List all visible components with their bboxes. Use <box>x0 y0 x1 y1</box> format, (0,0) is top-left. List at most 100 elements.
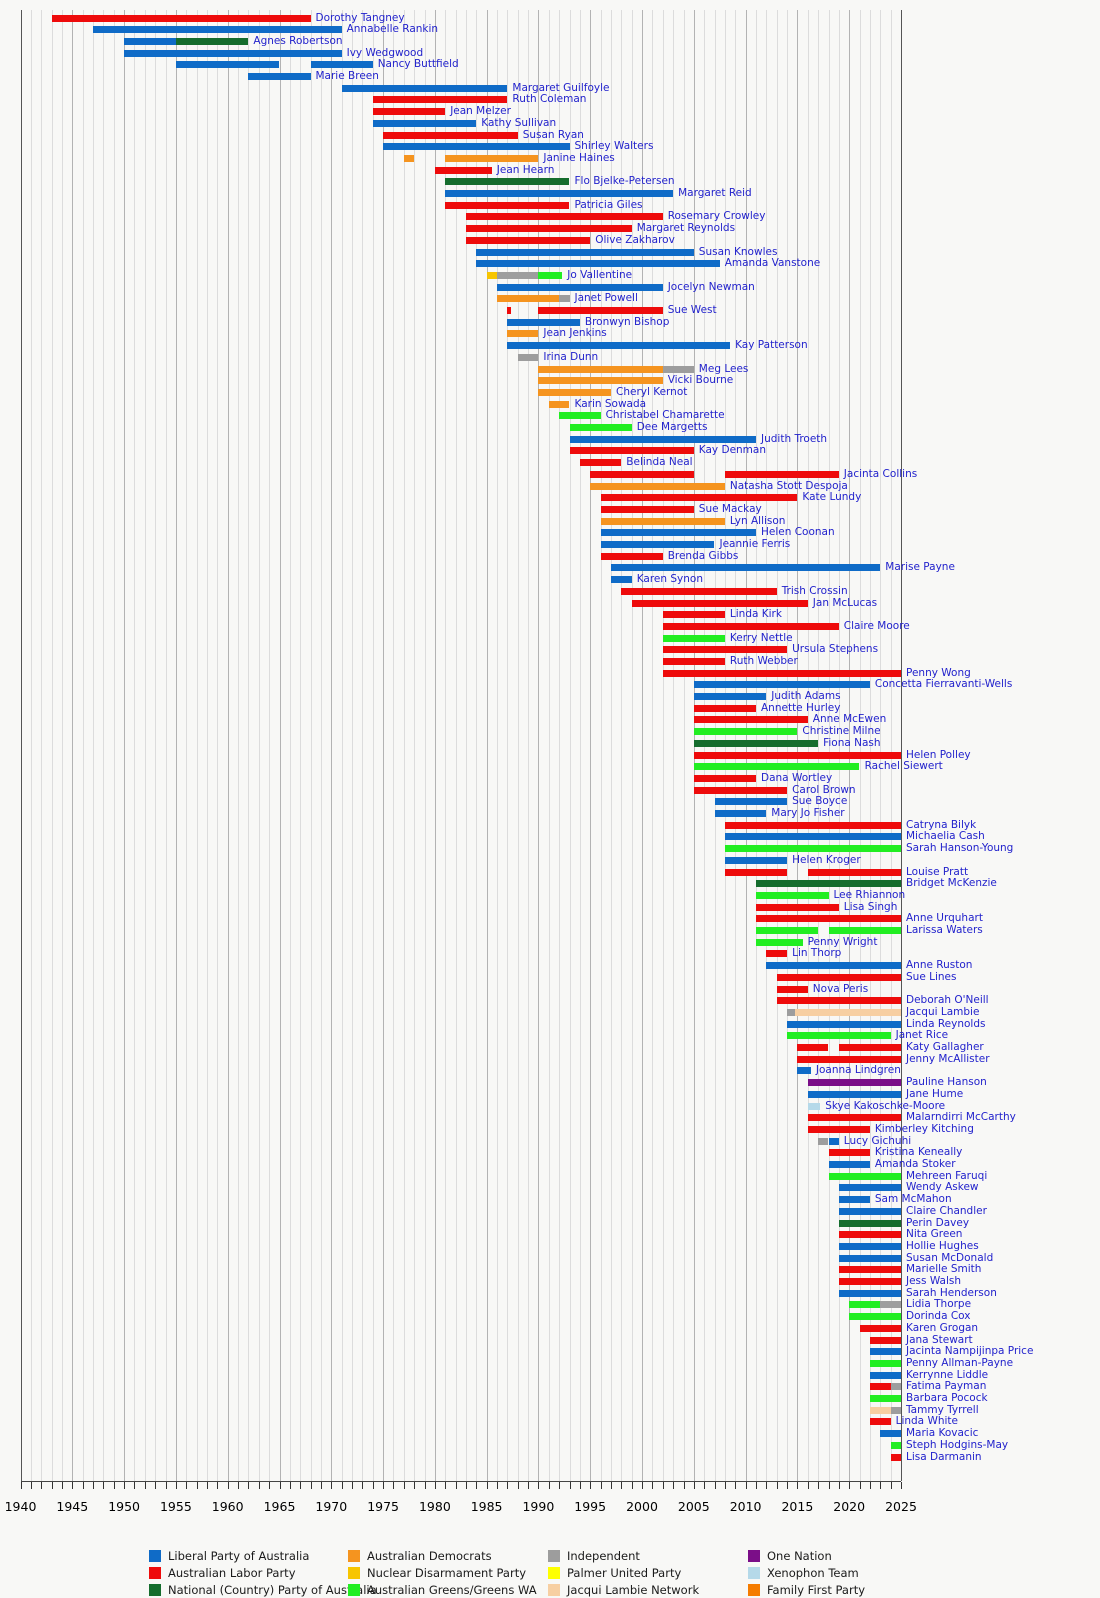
term-bar-lib <box>828 1161 870 1168</box>
axis-tick <box>124 1482 126 1489</box>
term-bar-lib <box>880 1430 901 1438</box>
senator-name-label: Kay Denman <box>698 444 767 457</box>
gridline-minor <box>507 10 509 1481</box>
senator-name-label: Susan McDonald <box>906 1251 994 1264</box>
senator-name-label: Claire Chandler <box>906 1204 987 1217</box>
senator-name-label: Lin Thorp <box>792 947 842 960</box>
axis-tick <box>155 1482 157 1489</box>
gridline-minor <box>393 10 395 1481</box>
legend-swatch-alp <box>149 1567 161 1579</box>
term-bar-alp <box>838 1278 901 1285</box>
senator-name-label: Linda White <box>895 1415 958 1428</box>
senator-name-label: Kate Lundy <box>802 491 862 504</box>
term-bar-alp <box>465 225 632 233</box>
axis-tick <box>113 1482 115 1489</box>
term-bar-alp <box>662 611 725 619</box>
legend-swatch-ind <box>548 1550 560 1562</box>
gridline-minor <box>621 10 623 1481</box>
term-bar-alp <box>724 470 839 478</box>
senator-name-label: Janet Powell <box>574 292 638 305</box>
term-bar-alp <box>507 307 512 314</box>
legend-swatch-nat <box>149 1584 161 1596</box>
gridline-minor <box>41 10 43 1481</box>
gridline-minor <box>134 10 136 1481</box>
senator-name-label: Larissa Waters <box>906 924 983 936</box>
axis-tick <box>724 1482 726 1489</box>
term-bar-lib <box>838 1242 901 1250</box>
term-bar-ind <box>880 1301 901 1309</box>
term-bar-on <box>807 1079 901 1087</box>
senator-name-label: Kimberley Kitching <box>874 1122 974 1135</box>
axis-tick <box>30 1482 32 1489</box>
term-bar-dem <box>507 330 539 338</box>
senator-name-label: Annette Hurley <box>761 701 841 714</box>
gridline-minor <box>320 10 322 1481</box>
term-bar-alp <box>838 1231 901 1239</box>
term-bar-grn <box>756 891 829 899</box>
term-bar-ind <box>890 1406 901 1414</box>
legend-label-nat: National (Country) Party of Australia <box>168 1583 377 1597</box>
axis-tick <box>745 1482 747 1489</box>
term-bar-lib <box>569 435 756 443</box>
senator-name-label: Jeannie Ferris <box>719 538 791 550</box>
term-bar-alp <box>869 1383 891 1391</box>
senator-name-label: Fiona Nash <box>823 736 881 749</box>
axis-year-label: 1955 <box>159 1499 192 1514</box>
term-bar-alp <box>383 131 518 139</box>
senator-name-label: Jane Hume <box>906 1087 964 1100</box>
senator-name-label: Irina Dunn <box>543 350 599 363</box>
axis-tick <box>600 1482 602 1489</box>
axis-tick <box>828 1482 830 1489</box>
axis-tick <box>756 1482 757 1489</box>
term-bar-lib <box>507 342 731 350</box>
senator-name-label: Marise Payne <box>885 561 955 574</box>
senator-name-label: Dorothy Tangney <box>315 11 405 24</box>
senator-name-label: Judith Troeth <box>761 432 828 445</box>
axis-tick <box>165 1482 167 1489</box>
senator-name-label: Sarah Hanson-Young <box>906 842 1014 855</box>
senator-name-label: Mary Jo Fisher <box>771 807 845 819</box>
axis-tick <box>704 1482 706 1489</box>
gridline-minor <box>403 10 405 1481</box>
senator-name-label: Wendy Askew <box>906 1181 979 1194</box>
senator-name-label: Ruth Webber <box>729 654 798 667</box>
term-bar-grn <box>756 927 819 934</box>
term-bar-alp <box>776 985 808 993</box>
senator-name-label: Jana Stewart <box>906 1333 973 1346</box>
term-bar-grn <box>828 1172 901 1180</box>
axis-tick <box>383 1482 385 1489</box>
term-bar-lib <box>766 962 901 970</box>
senator-name-label: Trish Crossin <box>781 584 848 597</box>
term-bar-alp <box>600 552 663 560</box>
senator-name-label: Sue West <box>667 304 717 316</box>
legend-label-ind: Independent <box>567 1549 640 1563</box>
axis-tick <box>642 1482 643 1489</box>
term-bar-alp <box>465 236 591 244</box>
senator-name-label: Nova Peris <box>812 982 869 995</box>
axis-tick <box>434 1482 436 1489</box>
term-bar-dem <box>403 154 415 162</box>
term-bar-alp <box>662 657 725 665</box>
term-bar-lib <box>869 1348 901 1356</box>
axis-tick <box>269 1482 271 1489</box>
term-bar-grn <box>869 1395 901 1402</box>
term-bar-alp <box>869 1336 901 1344</box>
gridline-year-1975 <box>383 10 385 1481</box>
senator-name-label: Karin Sowada <box>574 397 647 410</box>
axis-year-label: 1970 <box>315 1499 348 1514</box>
term-bar-lib <box>124 37 176 45</box>
senator-name-label: Brenda Gibbs <box>667 549 739 562</box>
axis-tick <box>579 1482 581 1489</box>
axis-tick <box>186 1482 188 1489</box>
axis-tick <box>869 1482 871 1489</box>
gridline-minor <box>248 10 250 1481</box>
term-bar-lib <box>611 576 632 584</box>
term-bar-grn <box>569 424 632 431</box>
term-bar-alp <box>693 704 756 712</box>
axis-baseline <box>20 1481 901 1482</box>
gridline-minor <box>445 10 447 1481</box>
term-bar-lib <box>787 1020 901 1028</box>
legend-label-ff: Family First Party <box>767 1583 866 1597</box>
term-bar-dem <box>445 154 539 162</box>
senator-name-label: Jean Hearn <box>496 163 555 176</box>
